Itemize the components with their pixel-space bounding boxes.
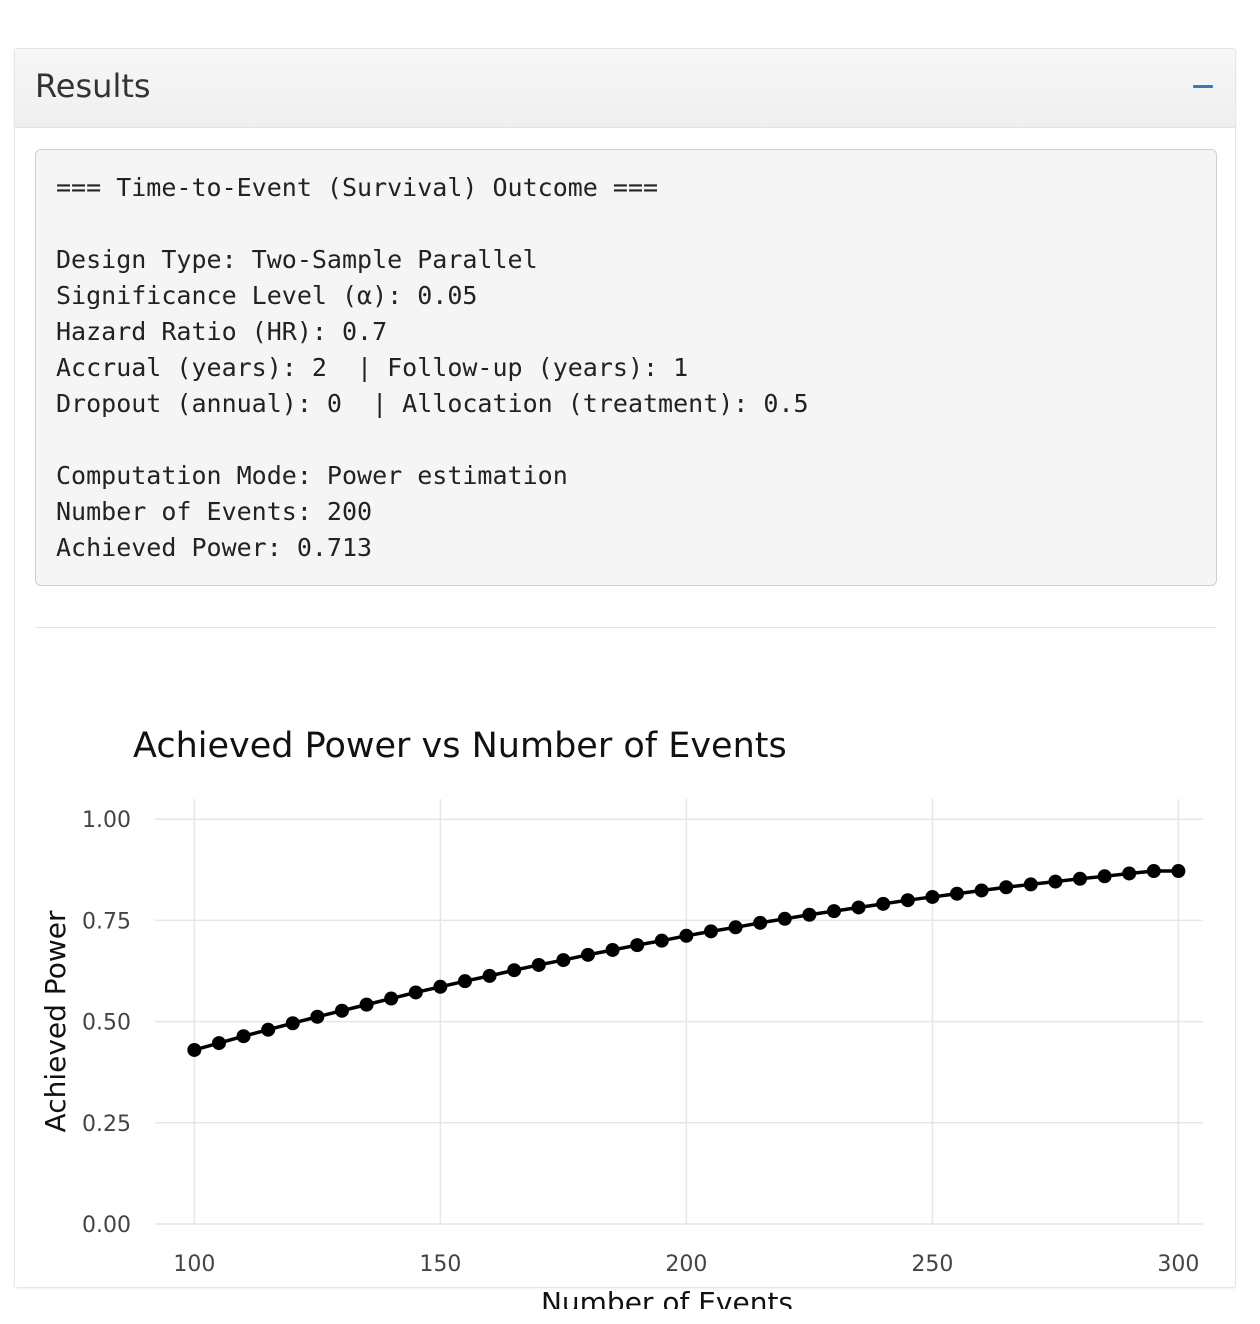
data-point — [654, 933, 669, 948]
data-point — [211, 1036, 226, 1051]
data-point — [359, 997, 374, 1012]
data-point — [1171, 864, 1186, 879]
data-point — [999, 880, 1014, 895]
data-point — [949, 886, 964, 901]
y-tick-label: 0.00 — [82, 1213, 131, 1238]
y-tick-label: 1.00 — [82, 808, 131, 833]
output-line: Computation Mode: Power estimation — [56, 461, 568, 490]
output-line — [56, 206, 1196, 242]
panel-title: Results — [35, 67, 151, 105]
data-point — [605, 942, 620, 957]
x-tick-label: 300 — [1157, 1252, 1199, 1277]
data-point — [261, 1022, 276, 1037]
x-tick-label: 200 — [665, 1252, 707, 1277]
data-point — [630, 938, 645, 953]
results-panel: Results === Time-to-Event (Survival) Out… — [14, 48, 1236, 1309]
minus-icon[interactable] — [1189, 69, 1217, 105]
data-point — [285, 1016, 300, 1031]
data-point — [703, 924, 718, 939]
data-point — [507, 963, 522, 978]
data-point — [1097, 869, 1112, 884]
y-axis-label: Achieved Power — [39, 910, 72, 1132]
data-point — [334, 1003, 349, 1018]
data-point — [236, 1029, 251, 1044]
data-point — [457, 974, 472, 989]
output-line: Achieved Power: 0.713 — [56, 533, 373, 562]
x-axis-label: Number of Events — [541, 1286, 793, 1309]
data-point — [974, 883, 989, 898]
x-tick-label: 150 — [419, 1252, 461, 1277]
output-line: Accrual (years): 2 | Follow-up (years): … — [56, 353, 689, 382]
data-point — [900, 893, 915, 908]
y-tick-label: 0.50 — [82, 1011, 131, 1036]
data-point — [777, 911, 792, 926]
output-line — [56, 422, 1196, 458]
data-point — [187, 1042, 202, 1057]
data-point — [1048, 874, 1063, 889]
data-point — [433, 979, 448, 994]
output-line: === Time-to-Event (Survival) Outcome === — [56, 173, 659, 202]
chart-title: Achieved Power vs Number of Events — [133, 726, 787, 766]
data-point — [1146, 864, 1161, 879]
data-point — [753, 915, 768, 930]
divider — [35, 627, 1217, 628]
data-point — [408, 985, 423, 1000]
output-line: Dropout (annual): 0 | Allocation (treatm… — [56, 389, 809, 418]
panel-header: Results — [15, 49, 1235, 128]
y-tick-label: 0.75 — [82, 909, 131, 934]
data-point — [310, 1009, 325, 1024]
data-point — [826, 904, 841, 919]
data-point — [1023, 877, 1038, 892]
y-tick-label: 0.25 — [82, 1112, 131, 1137]
results-output: === Time-to-Event (Survival) Outcome ===… — [35, 149, 1217, 586]
output-line: Design Type: Two-Sample Parallel — [56, 245, 538, 274]
x-tick-label: 100 — [173, 1252, 215, 1277]
data-point — [384, 991, 399, 1006]
data-point — [1072, 871, 1087, 886]
data-point — [1122, 866, 1137, 881]
data-point — [580, 947, 595, 962]
output-line: Significance Level (α): 0.05 — [56, 281, 478, 310]
data-point — [925, 889, 940, 904]
x-tick-label: 250 — [911, 1252, 953, 1277]
data-point — [556, 953, 571, 968]
output-line: Hazard Ratio (HR): 0.7 — [56, 317, 388, 346]
data-point — [802, 907, 817, 922]
data-point — [679, 928, 694, 943]
data-point — [876, 896, 891, 911]
output-line: Number of Events: 200 — [56, 497, 373, 526]
data-point — [728, 920, 743, 935]
data-point — [531, 957, 546, 972]
data-point — [482, 968, 497, 983]
power-chart: Achieved Power vs Number of Events 0.00 0.… — [39, 726, 1203, 1309]
data-point — [851, 900, 866, 915]
